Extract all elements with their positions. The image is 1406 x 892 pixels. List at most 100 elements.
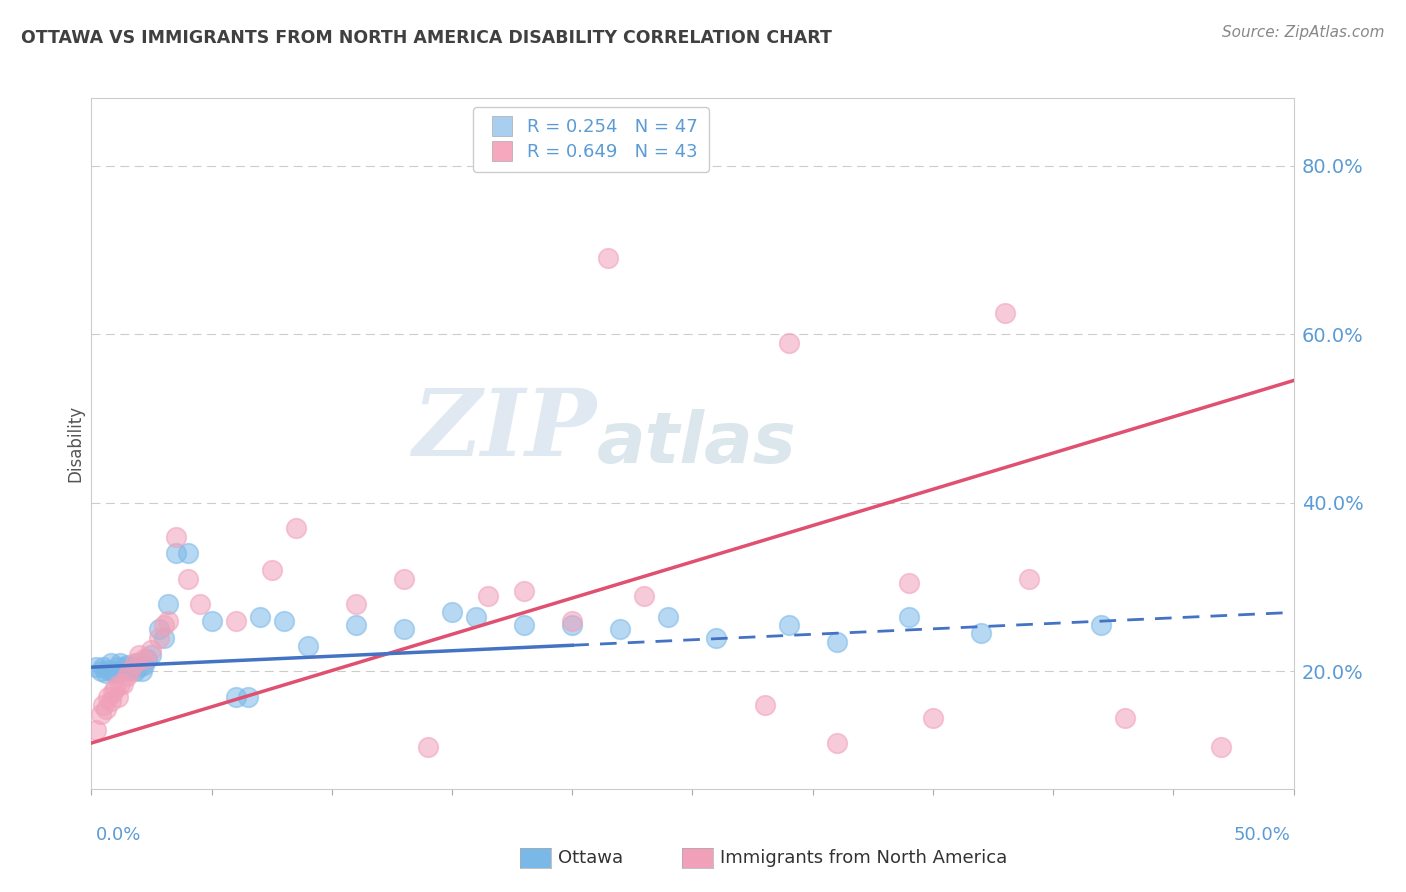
Point: [148, 631, 170, 645]
Point: [260, 563, 283, 577]
Point: [114, 660, 136, 674]
Point: [392, 622, 415, 636]
Point: [344, 597, 367, 611]
Text: atlas: atlas: [596, 409, 796, 478]
Point: [128, 660, 150, 674]
Point: [188, 597, 211, 611]
Point: [148, 622, 170, 636]
Y-axis label: Disability: Disability: [66, 405, 84, 483]
Text: 50.0%: 50.0%: [1234, 826, 1291, 844]
Point: [84, 723, 107, 738]
Point: [778, 618, 800, 632]
Point: [104, 681, 127, 696]
Point: [1090, 618, 1112, 632]
Point: [897, 575, 920, 590]
Point: [90, 665, 112, 679]
Point: [128, 648, 150, 662]
Point: [157, 597, 180, 611]
Point: [111, 665, 134, 679]
Point: [176, 546, 198, 560]
Point: [416, 740, 439, 755]
Point: [970, 626, 993, 640]
Point: [440, 606, 463, 620]
Point: [100, 694, 122, 708]
Point: [225, 614, 247, 628]
Point: [152, 618, 174, 632]
Point: [465, 609, 488, 624]
Text: Ottawa: Ottawa: [558, 849, 623, 867]
Point: [165, 529, 187, 543]
Point: [1211, 740, 1233, 755]
Point: [249, 609, 271, 624]
Text: ZIP: ZIP: [412, 385, 596, 475]
Point: [657, 609, 679, 624]
Text: OTTAWA VS IMMIGRANTS FROM NORTH AMERICA DISABILITY CORRELATION CHART: OTTAWA VS IMMIGRANTS FROM NORTH AMERICA …: [21, 29, 832, 46]
Point: [97, 690, 120, 704]
Point: [825, 635, 848, 649]
Point: [477, 589, 499, 603]
Point: [107, 690, 129, 704]
Point: [124, 656, 146, 670]
Point: [124, 665, 146, 679]
Point: [84, 660, 107, 674]
Point: [94, 666, 117, 681]
Point: [100, 656, 122, 670]
Point: [225, 690, 247, 704]
Legend: R = 0.254   N = 47, R = 0.649   N = 43: R = 0.254 N = 47, R = 0.649 N = 43: [472, 107, 709, 172]
Point: [897, 609, 920, 624]
Point: [101, 685, 124, 699]
Point: [1018, 572, 1040, 586]
Point: [297, 639, 319, 653]
Point: [561, 618, 583, 632]
Point: [392, 572, 415, 586]
Point: [110, 677, 132, 691]
Point: [117, 657, 139, 672]
Point: [134, 657, 156, 672]
Point: [825, 736, 848, 750]
Point: [561, 614, 583, 628]
Point: [754, 698, 776, 712]
Point: [93, 698, 115, 712]
Point: [176, 572, 198, 586]
Point: [609, 622, 631, 636]
Text: Source: ZipAtlas.com: Source: ZipAtlas.com: [1222, 25, 1385, 40]
Point: [284, 521, 307, 535]
Point: [111, 677, 134, 691]
Point: [118, 665, 141, 679]
Point: [135, 652, 157, 666]
Point: [125, 656, 148, 670]
Point: [152, 631, 174, 645]
Point: [104, 666, 127, 681]
Point: [165, 546, 187, 560]
Point: [922, 711, 945, 725]
Point: [93, 660, 115, 674]
Point: [778, 335, 800, 350]
Text: 0.0%: 0.0%: [96, 826, 141, 844]
Point: [110, 656, 132, 670]
Point: [994, 306, 1017, 320]
Point: [101, 665, 124, 679]
Point: [94, 702, 117, 716]
Point: [706, 631, 728, 645]
Point: [141, 643, 163, 657]
Point: [236, 690, 259, 704]
Point: [513, 618, 536, 632]
Point: [97, 663, 120, 677]
Point: [201, 614, 224, 628]
Point: [598, 252, 620, 266]
Point: [107, 660, 129, 674]
Point: [1114, 711, 1136, 725]
Point: [90, 706, 112, 721]
Text: Immigrants from North America: Immigrants from North America: [720, 849, 1007, 867]
Point: [633, 589, 655, 603]
Point: [141, 648, 163, 662]
Point: [134, 652, 156, 666]
Point: [117, 668, 139, 682]
Point: [344, 618, 367, 632]
Point: [121, 660, 143, 674]
Point: [513, 584, 536, 599]
Point: [157, 614, 180, 628]
Point: [131, 665, 153, 679]
Point: [118, 663, 141, 677]
Point: [273, 614, 295, 628]
